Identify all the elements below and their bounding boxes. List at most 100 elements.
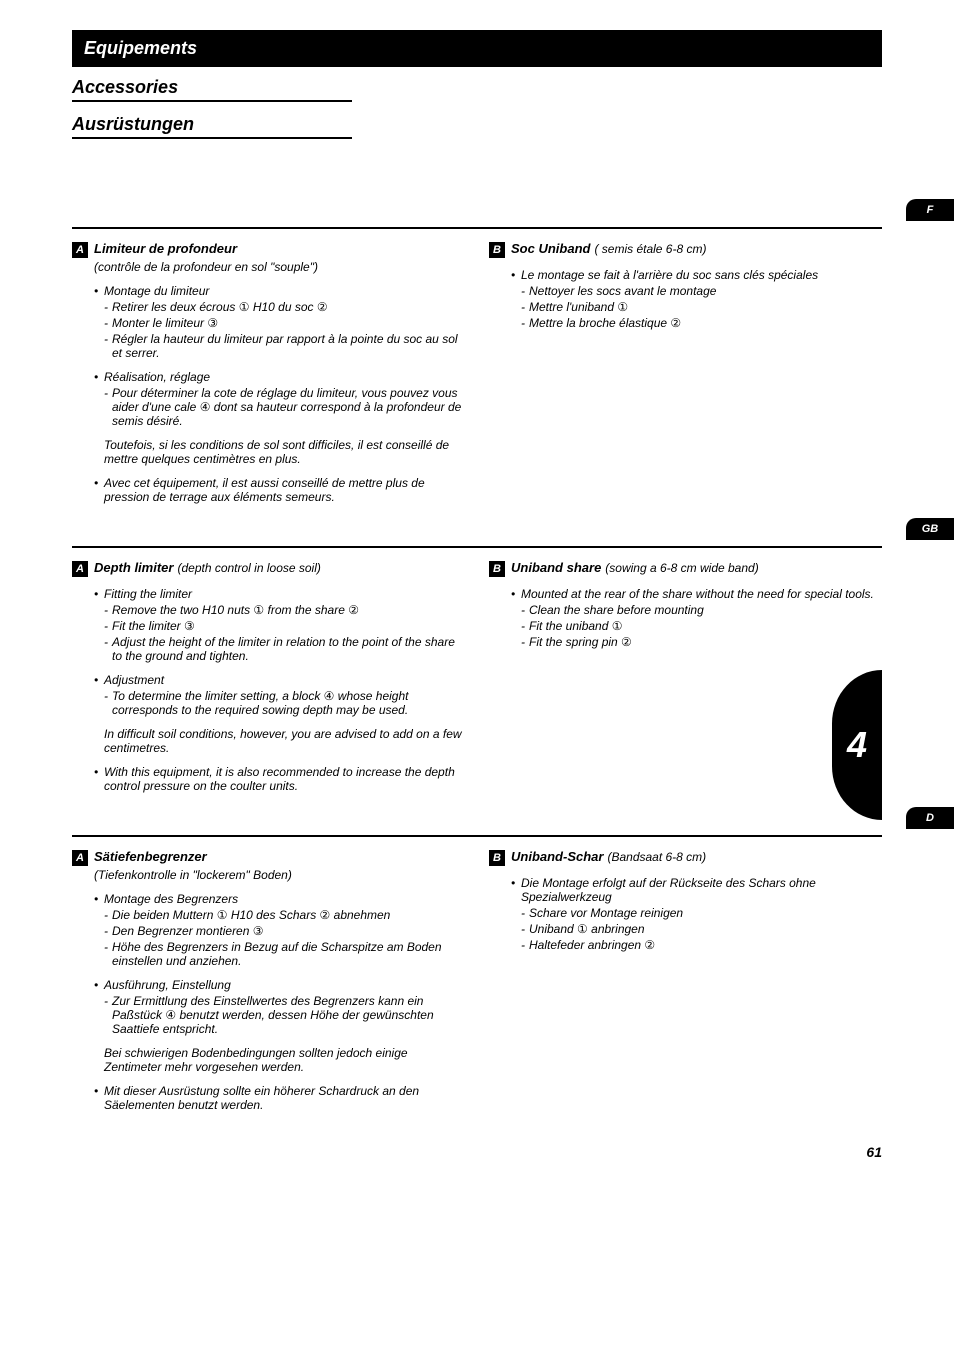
fr-block: A Limiteur de profondeur (contrôle de la… <box>72 241 882 506</box>
fr-a-b1-text: Montage du limiteur <box>104 284 209 298</box>
fr-col-b: B Soc Uniband ( semis étale 6-8 cm) •Le … <box>489 241 882 506</box>
en-col-a: A Depth limiter (depth control in loose … <box>72 560 465 795</box>
fr-a-b3-text: Avec cet équipement, il est aussi consei… <box>104 476 465 504</box>
en-a-p1: In difficult soil conditions, however, y… <box>104 727 465 755</box>
fr-a-b1: •Montage du limiteur <box>94 284 465 298</box>
de-a-b1-list: -Die beiden Muttern ① H10 des Schars ② a… <box>104 908 465 968</box>
de-a-b2: •Ausführung, Einstellung <box>94 978 465 992</box>
de-b-l2: Uniband ① anbringen <box>529 922 645 936</box>
fr-b-l2: Mettre l'uniband ① <box>529 300 628 314</box>
fr-a-b2-l1: Pour déterminer la cote de réglage du li… <box>112 386 465 428</box>
en-b-title: Uniband share <box>511 560 601 575</box>
lang-tab-fr: F <box>72 199 882 221</box>
en-a-b2-text: Adjustment <box>104 673 164 687</box>
de-a-b1-text: Montage des Begrenzers <box>104 892 238 906</box>
en-col-b: B Uniband share (sowing a 6-8 cm wide ba… <box>489 560 882 795</box>
en-b-l3: Fit the spring pin ② <box>529 635 632 649</box>
en-a-b1-l2: Fit the limiter ③ <box>112 619 195 633</box>
box-letter-a: A <box>72 850 88 866</box>
en-a-b1-text: Fitting the limiter <box>104 587 192 601</box>
de-a-b1: •Montage des Begrenzers <box>94 892 465 906</box>
lang-tab-fr-label: F <box>906 199 954 221</box>
en-a-title-row: A Depth limiter (depth control in loose … <box>72 560 465 577</box>
de-a-b3-text: Mit dieser Ausrüstung sollte ein höherer… <box>104 1084 465 1112</box>
fr-a-b2: •Réalisation, réglage <box>94 370 465 384</box>
fr-b-title-row: B Soc Uniband ( semis étale 6-8 cm) <box>489 241 882 258</box>
en-b-title-row: B Uniband share (sowing a 6-8 cm wide ba… <box>489 560 882 577</box>
de-a-b2-text: Ausführung, Einstellung <box>104 978 231 992</box>
fr-a-b2-text: Réalisation, réglage <box>104 370 210 384</box>
fr-a-title-row: A Limiteur de profondeur <box>72 241 465 258</box>
de-a-title: Sätiefenbegrenzer <box>94 849 207 864</box>
de-a-b1-l1: Die beiden Muttern ① H10 des Schars ② ab… <box>112 908 390 922</box>
de-b-b1-text: Die Montage erfolgt auf der Rückseite de… <box>521 876 882 904</box>
de-b-l1: Schare vor Montage reinigen <box>529 906 683 920</box>
de-a-title-row: A Sätiefenbegrenzer <box>72 849 465 866</box>
en-a-b1: •Fitting the limiter <box>94 587 465 601</box>
box-letter-a: A <box>72 561 88 577</box>
en-a-b2-list: -To determine the limiter setting, a blo… <box>104 689 465 717</box>
fr-b-title: Soc Uniband <box>511 241 590 256</box>
lang-tab-de-label: D <box>906 807 954 829</box>
de-a-b3: •Mit dieser Ausrüstung sollte ein höhere… <box>94 1084 465 1112</box>
fr-a-b1-l2: Monter le limiteur ③ <box>112 316 218 330</box>
fr-b-note: ( semis étale 6-8 cm) <box>594 242 706 256</box>
fr-b-l3: Mettre la broche élastique ② <box>529 316 681 330</box>
de-block: A Sätiefenbegrenzer (Tiefenkontrolle in … <box>72 849 882 1114</box>
rule-en <box>72 546 882 548</box>
fr-b-list: -Nettoyer les socs avant le montage -Met… <box>521 284 882 330</box>
de-a-p1: Bei schwierigen Bodenbedingungen sollten… <box>104 1046 465 1074</box>
heading-de: Ausrüstungen <box>72 114 352 139</box>
en-block: A Depth limiter (depth control in loose … <box>72 560 882 795</box>
fr-a-p1: Toutefois, si les conditions de sol sont… <box>104 438 465 466</box>
de-b-list: -Schare vor Montage reinigen -Uniband ① … <box>521 906 882 952</box>
en-a-b2: •Adjustment <box>94 673 465 687</box>
fr-a-title: Limiteur de profondeur <box>94 241 237 256</box>
rule-de <box>72 835 882 837</box>
en-b-note: (sowing a 6-8 cm wide band) <box>605 561 758 575</box>
en-a-b2-l1: To determine the limiter setting, a bloc… <box>112 689 465 717</box>
box-letter-b: B <box>489 850 505 866</box>
fr-a-subtitle: (contrôle de la profondeur en sol "soupl… <box>94 260 465 274</box>
en-b-list: -Clean the share before mounting -Fit th… <box>521 603 882 649</box>
en-a-b3-text: With this equipment, it is also recommen… <box>104 765 465 793</box>
en-b-l2: Fit the uniband ① <box>529 619 623 633</box>
de-col-a: A Sätiefenbegrenzer (Tiefenkontrolle in … <box>72 849 465 1114</box>
rule-fr <box>72 227 882 229</box>
en-a-title: Depth limiter <box>94 560 173 575</box>
de-a-b1-l2: Den Begrenzer montieren ③ <box>112 924 264 938</box>
fr-b-b1: •Le montage se fait à l'arrière du soc s… <box>511 268 882 282</box>
heading-fr: Equipements <box>72 30 882 67</box>
de-b-title-row: B Uniband-Schar (Bandsaat 6-8 cm) <box>489 849 882 866</box>
de-a-b2-l1: Zur Ermittlung des Einstellwertes des Be… <box>112 994 465 1036</box>
de-b-b1: •Die Montage erfolgt auf der Rückseite d… <box>511 876 882 904</box>
lang-tab-de: D <box>72 807 882 829</box>
en-a-b1-list: -Remove the two H10 nuts ① from the shar… <box>104 603 465 663</box>
fr-a-b1-list: -Retirer les deux écrous ① H10 du soc ② … <box>104 300 465 360</box>
en-b-b1: •Mounted at the rear of the share withou… <box>511 587 882 601</box>
en-a-b1-l1: Remove the two H10 nuts ① from the share… <box>112 603 359 617</box>
en-b-l1: Clean the share before mounting <box>529 603 704 617</box>
de-b-note: (Bandsaat 6-8 cm) <box>607 850 706 864</box>
en-a-b3: •With this equipment, it is also recomme… <box>94 765 465 793</box>
heading-en: Accessories <box>72 77 352 102</box>
en-b-b1-text: Mounted at the rear of the share without… <box>521 587 874 601</box>
de-a-b1-l3: Höhe des Begrenzers in Bezug auf die Sch… <box>112 940 465 968</box>
de-b-l3: Haltefeder anbringen ② <box>529 938 655 952</box>
en-a-note: (depth control in loose soil) <box>177 561 320 575</box>
box-letter-b: B <box>489 242 505 258</box>
de-col-b: B Uniband-Schar (Bandsaat 6-8 cm) •Die M… <box>489 849 882 1114</box>
fr-a-b3: •Avec cet équipement, il est aussi conse… <box>94 476 465 504</box>
fr-a-b1-l3: Régler la hauteur du limiteur par rappor… <box>112 332 465 360</box>
fr-b-l1: Nettoyer les socs avant le montage <box>529 284 716 298</box>
en-a-b1-l3: Adjust the height of the limiter in rela… <box>112 635 465 663</box>
box-letter-a: A <box>72 242 88 258</box>
fr-a-b2-list: -Pour déterminer la cote de réglage du l… <box>104 386 465 428</box>
de-a-b2-list: -Zur Ermittlung des Einstellwertes des B… <box>104 994 465 1036</box>
box-letter-b: B <box>489 561 505 577</box>
lang-tab-en: GB <box>72 518 882 540</box>
page-number: 61 <box>72 1144 882 1160</box>
fr-col-a: A Limiteur de profondeur (contrôle de la… <box>72 241 465 506</box>
de-b-title: Uniband-Schar <box>511 849 603 864</box>
fr-a-b1-l1: Retirer les deux écrous ① H10 du soc ② <box>112 300 328 314</box>
